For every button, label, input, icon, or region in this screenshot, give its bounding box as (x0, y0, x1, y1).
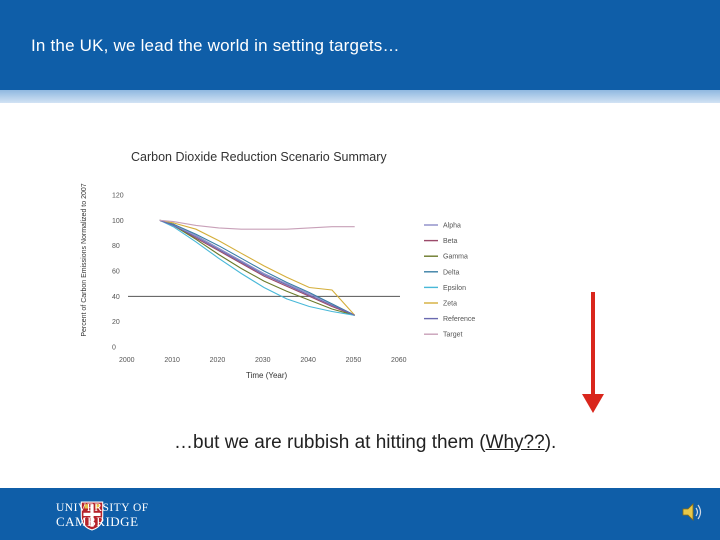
x-tick-label: 2040 (300, 357, 316, 364)
y-tick-label: 40 (112, 294, 120, 301)
series-line-delta (159, 219, 355, 316)
chart-title: Carbon Dioxide Reduction Scenario Summar… (131, 150, 387, 164)
x-tick-label: 2030 (255, 357, 271, 364)
footer-bar (0, 488, 720, 540)
legend-label-target: Target (443, 332, 463, 339)
legend-label-zeta: Zeta (443, 301, 457, 308)
y-tick-label: 120 (112, 193, 124, 200)
header-bar (0, 0, 720, 90)
slide-title: In the UK, we lead the world in setting … (31, 36, 400, 55)
series-line-epsilon (159, 219, 355, 316)
caption-pre: …but we are rubbish at hitting them ( (174, 432, 486, 453)
y-tick-label: 60 (112, 269, 120, 276)
x-tick-label: 2020 (210, 357, 226, 364)
legend-label-reference: Reference (443, 316, 475, 323)
y-tick-label: 0 (112, 345, 116, 352)
legend-label-delta: Delta (443, 269, 459, 276)
logo-text-line1: UNIVERSITY OF (56, 502, 149, 514)
header-band (0, 90, 720, 103)
x-tick-label: 2010 (164, 357, 180, 364)
x-tick-label: 2060 (391, 357, 407, 364)
series-line-target (159, 219, 355, 230)
series-line-gamma (159, 219, 355, 316)
y-tick-label: 100 (112, 218, 124, 225)
legend-label-alpha: Alpha (443, 223, 461, 230)
caption-why: Why?? (485, 432, 545, 453)
legend-label-epsilon: Epsilon (443, 285, 466, 292)
caption-post: ). (544, 432, 557, 453)
y-tick-label: 80 (112, 243, 120, 250)
x-tick-label: 2050 (346, 357, 362, 364)
series-line-zeta (159, 219, 356, 316)
down-arrow-icon (582, 292, 604, 413)
logo-text-line2: CAMBRIDGE (56, 514, 139, 529)
legend-label-gamma: Gamma (443, 254, 468, 261)
y-tick-label: 20 (112, 319, 120, 326)
x-tick-label: 2000 (119, 357, 135, 364)
series-line-reference (159, 219, 355, 316)
caption: …but we are rubbish at hitting them (Why… (174, 432, 556, 454)
legend-label-beta: Beta (443, 238, 458, 245)
speaker-icon[interactable] (680, 500, 704, 524)
university-crest-icon (80, 501, 104, 531)
x-axis-label: Time (Year) (246, 371, 288, 380)
